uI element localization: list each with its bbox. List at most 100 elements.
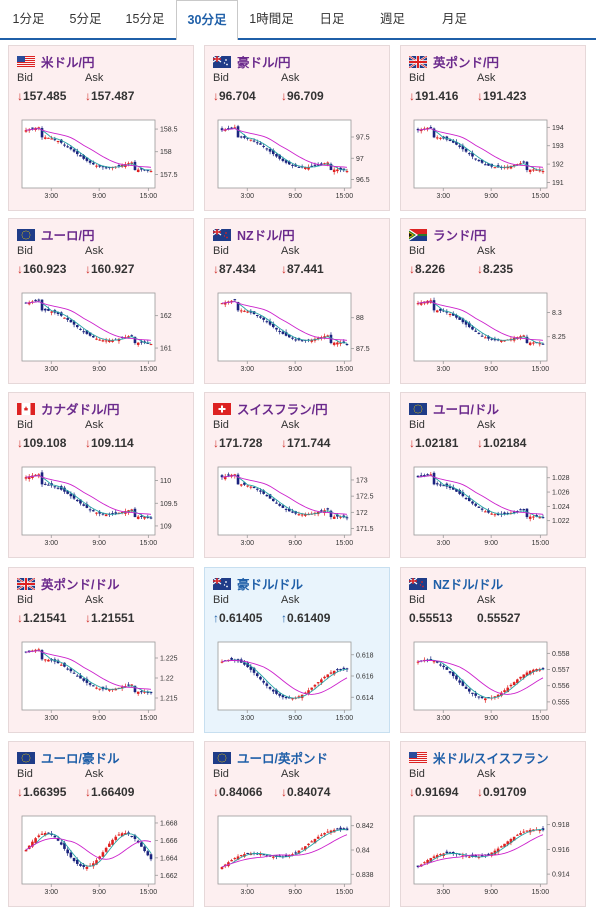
tab-monthly[interactable]: 月足 — [441, 12, 467, 26]
candle-body — [522, 161, 526, 163]
price-chart[interactable]: 8.3 8.25 3:00 9:00 15:00 — [406, 289, 582, 379]
candle-body — [493, 338, 497, 341]
x-tick-label: 9:00 — [92, 540, 106, 547]
y-tick-label: 1.225 — [160, 656, 178, 663]
price-chart[interactable]: 0.842 0.84 0.838 3:00 9:00 15:00 — [210, 812, 386, 902]
x-tick-label: 3:00 — [240, 715, 254, 722]
candle-body — [519, 163, 522, 165]
candle-body — [313, 839, 317, 844]
ma-long-line — [221, 659, 348, 695]
candle-body — [416, 303, 420, 305]
bid-label: Bid — [409, 245, 425, 257]
candle-body — [451, 140, 455, 143]
candle-body — [104, 514, 108, 517]
pair-link[interactable]: 英ポンド/円 — [408, 54, 499, 70]
candle-body — [40, 472, 44, 485]
candle-body — [220, 475, 224, 478]
price-chart[interactable]: 1.668 1.666 1.664 1.662 3:00 9:00 15:00 — [14, 812, 190, 902]
candle-body — [432, 856, 436, 858]
candle-body — [435, 137, 439, 139]
pair-link[interactable]: スイスフラン/円 — [213, 401, 328, 417]
bid-value: 0.61405 — [219, 611, 263, 625]
candle-body — [332, 670, 336, 675]
tab-weekly[interactable]: 週足 — [379, 12, 405, 26]
price-chart[interactable]: 194 193 192 191 3:00 9:00 15:00 — [406, 116, 582, 206]
pair-link[interactable]: 豪ドル/ドル — [212, 576, 303, 592]
candle-body — [220, 303, 224, 305]
candle-body — [98, 688, 102, 690]
pair-link[interactable]: 英ポンド/ドル — [16, 576, 119, 592]
tab-30min[interactable]: 30分足 — [176, 0, 238, 40]
x-tick-label: 15:00 — [140, 366, 158, 373]
price-chart[interactable]: 97.5 97 96.5 3:00 9:00 15:00 — [210, 116, 386, 206]
pair-link[interactable]: 米ドル/円 — [17, 54, 94, 70]
za-flag — [409, 228, 427, 241]
candle-body — [140, 691, 143, 693]
candle-body — [262, 317, 265, 320]
candle-body — [101, 166, 105, 168]
pair-link[interactable]: カナダドル/円 — [17, 401, 119, 417]
price-chart[interactable]: 88 87.5 3:00 9:00 15:00 — [210, 289, 386, 379]
price-chart[interactable]: 0.618 0.616 0.614 3:00 9:00 15:00 — [210, 638, 386, 728]
pair-link[interactable]: ランド/円 — [409, 227, 486, 243]
candle-body — [423, 475, 426, 477]
candle-body — [133, 336, 137, 344]
pair-link[interactable]: ユーロ/円 — [17, 227, 94, 243]
pair-name: ユーロ/英ポンド — [237, 751, 328, 766]
pair-link[interactable]: ユーロ/英ポンド — [213, 750, 328, 766]
bid-label: Bid — [17, 768, 33, 780]
pair-link[interactable]: NZドル/円 — [212, 227, 295, 243]
candle-body — [79, 155, 82, 157]
y-tick-label: 88 — [356, 315, 364, 322]
candle-body — [249, 486, 253, 488]
y-tick-label: 0.616 — [356, 674, 374, 681]
price-chart[interactable]: 0.558 0.557 0.556 0.555 3:00 9:00 15:00 — [406, 638, 582, 728]
price-chart[interactable]: 173 172.5 172 171.5 3:00 9:00 15:00 — [210, 463, 386, 553]
candle-body — [239, 484, 243, 486]
y-tick-label: 194 — [552, 125, 564, 132]
candle-body — [304, 167, 307, 170]
candle-body — [503, 340, 506, 342]
candle-body — [291, 164, 294, 166]
candle-body — [477, 160, 481, 162]
candle-body — [69, 852, 73, 858]
ask-price: ↓87.441 — [281, 262, 324, 276]
candle-body — [329, 830, 333, 833]
bid-value: 0.91694 — [415, 785, 459, 799]
pair-link[interactable]: ユーロ/豪ドル — [17, 750, 119, 766]
pair-link[interactable]: NZドル/ドル — [408, 576, 503, 592]
tab-daily[interactable]: 日足 — [319, 12, 345, 26]
price-chart[interactable]: 1.225 1.22 1.215 3:00 9:00 15:00 — [14, 638, 190, 728]
candle-body — [339, 827, 342, 830]
candle-body — [512, 682, 516, 686]
candle-body — [271, 856, 275, 858]
y-tick-label: 171.5 — [356, 526, 374, 533]
ask-price: ↓171.744 — [281, 436, 330, 450]
pair-link[interactable]: ユーロ/ドル — [409, 401, 499, 417]
candle-body — [310, 165, 314, 167]
ask-value: 0.91709 — [483, 785, 527, 799]
candle-body — [419, 475, 423, 477]
price-chart[interactable]: 110 109.5 109 3:00 9:00 15:00 — [14, 463, 190, 553]
tab-5min[interactable]: 5分足 — [69, 12, 102, 26]
eu-flag — [213, 751, 231, 764]
candle-body — [104, 340, 108, 342]
candle-body — [127, 336, 130, 338]
price-chart[interactable]: 1.028 1.026 1.024 1.022 3:00 9:00 15:00 — [406, 463, 582, 553]
price-chart[interactable]: 162 161 3:00 9:00 15:00 — [14, 289, 190, 379]
candle-body — [262, 854, 265, 856]
candle-body — [239, 310, 243, 312]
candle-body — [95, 165, 98, 167]
candle-body — [239, 136, 243, 138]
candle-body — [336, 514, 339, 517]
price-chart[interactable]: 158.5 158 157.5 3:00 9:00 15:00 — [14, 116, 190, 206]
tab-15min[interactable]: 15分足 — [125, 12, 165, 26]
candle-body — [455, 675, 458, 680]
tab-1min[interactable]: 1分足 — [12, 12, 45, 26]
candle-body — [236, 301, 240, 311]
price-chart[interactable]: 0.918 0.916 0.914 3:00 9:00 15:00 — [406, 812, 582, 902]
pair-link[interactable]: 米ドル/スイスフラン — [409, 750, 549, 766]
candle-body — [95, 860, 98, 865]
pair-link[interactable]: 豪ドル/円 — [212, 54, 290, 70]
tab-1hour[interactable]: 1時間足 — [249, 12, 294, 26]
